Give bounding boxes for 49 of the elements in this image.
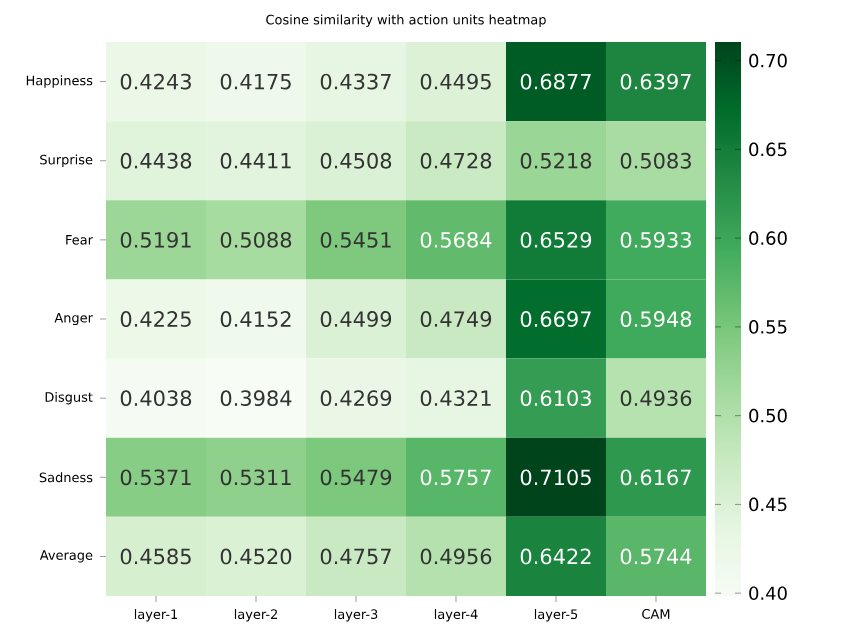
data-label: 0.4269 [320, 390, 392, 407]
data-label: 0.5757 [420, 469, 491, 486]
data-label: 0.4225 [120, 311, 191, 327]
data-label: 0.3984 [220, 390, 292, 407]
data-label: 0.4728 [420, 152, 492, 169]
data-label: 0.4956 [420, 548, 492, 565]
data-label: 0.5311 [220, 469, 291, 486]
data-label: 0.5088 [220, 231, 292, 248]
data-label: 0.5371 [120, 469, 191, 486]
data-label: 0.6397 [620, 73, 691, 90]
color-bar-label: 0.55 [749, 320, 787, 334]
color-bar-label: 0.60 [749, 231, 787, 245]
data-label: 0.4152 [220, 311, 291, 327]
data-label: 0.4520 [220, 548, 292, 565]
data-label: 0.4757 [320, 548, 391, 565]
color-bar-label: 0.65 [749, 142, 787, 157]
color-bar-label: 0.40 [749, 586, 787, 600]
data-label: 0.4411 [220, 152, 291, 169]
data-label: 0.5083 [620, 152, 691, 169]
data-label: 0.4585 [120, 548, 191, 565]
data-label: 0.5479 [320, 469, 392, 486]
data-label: 0.6877 [520, 73, 591, 90]
data-label: 0.6529 [520, 231, 592, 248]
color-bar-label: 0.70 [749, 53, 787, 68]
color-bar-label: 0.50 [749, 408, 787, 423]
data-label: 0.5191 [120, 231, 191, 248]
data-label: 0.6422 [520, 548, 591, 565]
color-bar-label: 0.45 [749, 497, 787, 512]
data-label: 0.4243 [120, 73, 191, 90]
data-label: 0.5948 [620, 311, 692, 327]
data-label: 0.4508 [320, 152, 392, 169]
data-label: 0.7105 [520, 469, 591, 486]
data-label: 0.6167 [620, 469, 691, 486]
data-label: 0.5744 [620, 548, 692, 565]
data-label: 0.5451 [320, 231, 391, 248]
data-label: 0.6697 [520, 311, 591, 327]
data-label: 0.4499 [320, 311, 392, 327]
data-label: 0.4749 [420, 311, 492, 327]
data-label: 0.4038 [120, 390, 192, 407]
data-label: 0.5933 [620, 231, 691, 248]
data-label: 0.5684 [420, 231, 492, 248]
data-label: 0.4337 [320, 73, 391, 90]
data-label: 0.6103 [520, 390, 591, 407]
data-label: 0.4175 [220, 73, 291, 90]
data-label: 0.4495 [420, 73, 491, 90]
data-label: 0.4438 [120, 152, 192, 169]
data-label: 0.4936 [620, 390, 692, 407]
data-label: 0.4321 [420, 390, 491, 407]
data-label: 0.5218 [520, 152, 592, 169]
